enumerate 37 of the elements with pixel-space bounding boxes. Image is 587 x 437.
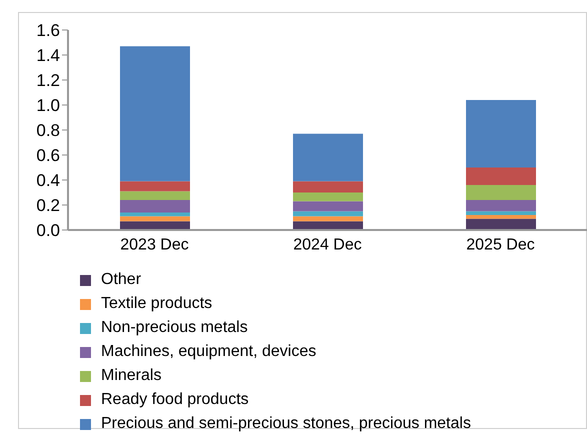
legend-label: Minerals — [101, 367, 162, 385]
y-tick-label: 1.6 — [36, 21, 60, 40]
bar — [120, 200, 190, 212]
bar — [293, 181, 363, 192]
bar — [120, 181, 190, 192]
bar — [293, 216, 363, 222]
legend-label: Ready food products — [101, 391, 249, 409]
y-tick-label: 1.0 — [36, 96, 60, 116]
bar — [466, 215, 536, 219]
y-tick-label: 0.4 — [36, 171, 60, 190]
bar — [120, 212, 190, 216]
y-tick-label: 0.8 — [36, 121, 60, 140]
bar — [293, 192, 363, 202]
y-tick-label: 0.0 — [36, 221, 60, 240]
bar — [120, 191, 190, 200]
bar — [120, 216, 190, 222]
legend-label: Non-precious metals — [101, 319, 248, 337]
bar — [120, 46, 190, 182]
y-tick-label: 0.6 — [36, 146, 60, 166]
legend-label: Machines, equipment, devices — [101, 343, 316, 361]
y-tick-label: 0.2 — [36, 196, 60, 216]
x-tick-label: 2025 Dec — [466, 236, 535, 254]
bar — [293, 134, 363, 182]
bar — [466, 200, 536, 212]
y-tick-label: 1.2 — [36, 71, 60, 90]
bar — [466, 168, 536, 185]
legend-label: Textile products — [101, 295, 212, 313]
x-tick-label: 2024 Dec — [293, 236, 362, 254]
legend-label: Other — [101, 271, 142, 289]
legend-label: Precious and semi-precious stones, precious metals — [101, 415, 471, 433]
bar — [293, 211, 363, 216]
bar — [466, 185, 536, 200]
x-tick-label: 2023 Dec — [120, 236, 189, 254]
y-tick-label: 1.4 — [36, 46, 60, 66]
bar — [466, 100, 536, 168]
bar — [466, 211, 536, 215]
bar — [293, 201, 363, 212]
